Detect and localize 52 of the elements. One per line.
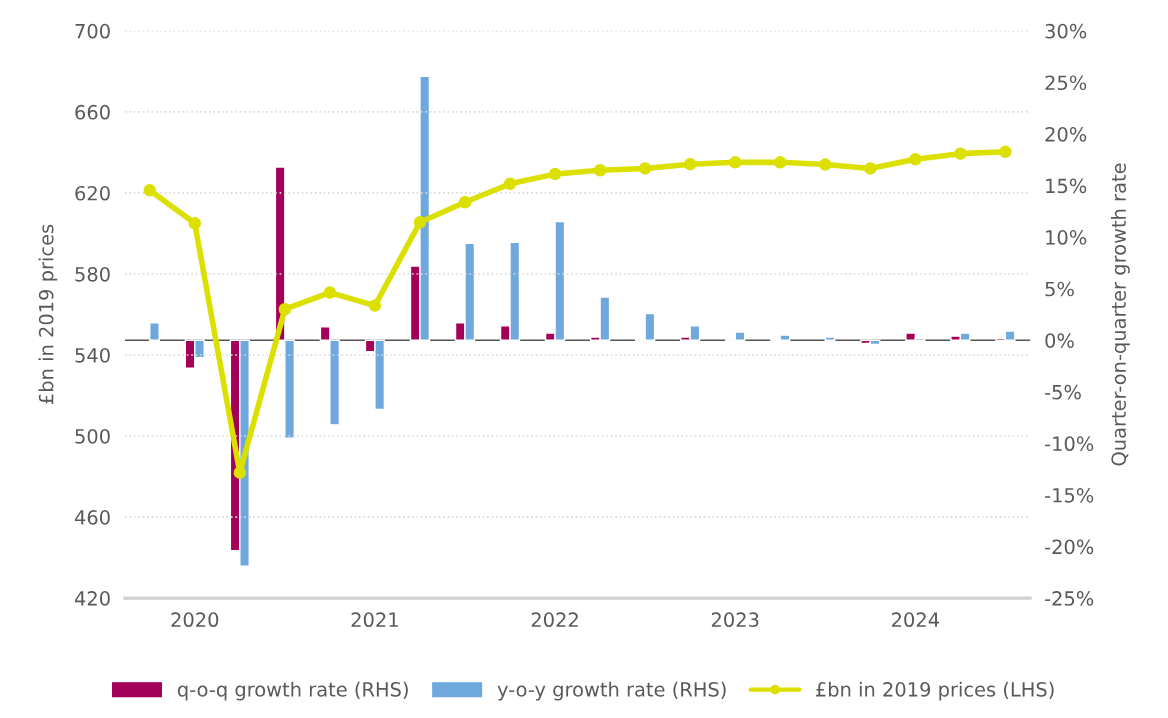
y2-axis-title: Quarter-on-quarter growth rate (1110, 163, 1130, 466)
y-tick-label: 420 (74, 591, 110, 606)
y2-tick-label: 5% (1045, 281, 1074, 297)
x-tick-label: 2022 (531, 612, 578, 628)
point (909, 153, 922, 166)
y2-tick-label: -10% (1045, 436, 1094, 452)
point (233, 466, 247, 479)
point (548, 167, 562, 181)
point (278, 302, 292, 316)
y-tick-label: 540 (75, 347, 110, 363)
x-tick-label: 2023 (711, 612, 759, 628)
bar (824, 336, 836, 341)
point (503, 177, 517, 191)
y-tick-label: 620 (75, 185, 110, 201)
y2-tick-label: -5% (1045, 384, 1081, 400)
y2-tick-label: 20% (1045, 126, 1087, 142)
point (773, 156, 787, 169)
point (188, 217, 202, 230)
legend-label: £bn in 2019 prices (LHS) (816, 681, 1054, 701)
legend-label: y-o-y growth rate (RHS) (497, 681, 726, 701)
y-tick-label: 700 (75, 23, 110, 39)
x-tick-label: 2024 (892, 612, 939, 628)
point (819, 158, 832, 171)
y2-tick-label: 30% (1045, 23, 1087, 39)
y2-tick-label: 15% (1046, 178, 1087, 194)
y-tick-label: 460 (74, 510, 110, 525)
y2-tick-label: 25% (1045, 75, 1087, 91)
point (728, 156, 742, 169)
point (458, 196, 472, 209)
point (143, 184, 156, 197)
point (864, 162, 877, 175)
point (368, 299, 382, 312)
point (683, 157, 697, 171)
y-axis-title: £bn in 2019 prices (38, 224, 58, 404)
y2-tick-label: -25% (1045, 591, 1094, 606)
point (593, 163, 607, 177)
point (323, 286, 337, 299)
y2-tick-label: 0% (1045, 333, 1074, 348)
y2-tick-label: 10% (1046, 230, 1087, 245)
point (954, 147, 967, 160)
x-tick-label: 2021 (351, 612, 398, 628)
y2-tick-label: -15% (1045, 487, 1094, 503)
bar (149, 322, 160, 341)
y-tick-label: 580 (75, 266, 110, 282)
y-tick-label: 660 (75, 104, 110, 120)
point (999, 145, 1012, 159)
y-tick-label: 500 (75, 428, 110, 444)
point (638, 162, 652, 175)
point (413, 216, 427, 229)
y2-tick-label: -20% (1045, 539, 1094, 555)
legend-label: q-o-q growth rate (RHS) (177, 681, 408, 701)
x-tick-label: 2020 (171, 612, 219, 628)
